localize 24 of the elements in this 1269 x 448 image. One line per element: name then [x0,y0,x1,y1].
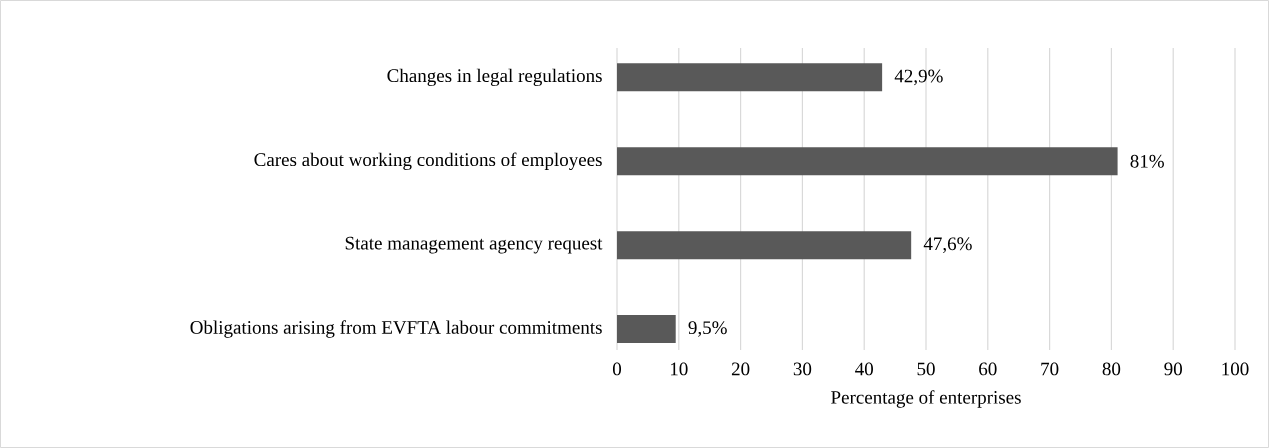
bar [617,315,676,344]
x-tick-label: 40 [855,362,873,376]
y-tick-label: Obligations arising from EVFTA labour commitments [190,320,602,338]
x-tick-label: 0 [612,362,622,376]
x-tick-label: 10 [670,362,688,376]
data-label: 9,5% [688,321,727,337]
y-tick-label: Cares about working conditions of employees [254,152,602,170]
data-label: 81% [1130,154,1164,168]
x-tick-label: 100 [1222,362,1249,376]
x-tick-label: 80 [1102,362,1121,376]
y-tick-label: Changes in legal regulations [387,68,602,86]
x-tick-label: 70 [1041,362,1059,376]
x-tick-label: 90 [1164,362,1182,376]
x-tick-label: 20 [731,362,750,376]
x-tick-label: 60 [979,362,997,376]
data-label: 42,9% [894,69,943,86]
x-tick-label: 30 [793,362,812,376]
x-axis-title: Percentage of enterprises [831,390,1021,408]
bar [617,231,912,260]
bar [617,147,1118,176]
y-tick-label: State management agency request [345,236,603,254]
x-tick-label: 50 [917,362,935,376]
bar [617,63,883,92]
data-label: 47,6% [923,237,972,253]
